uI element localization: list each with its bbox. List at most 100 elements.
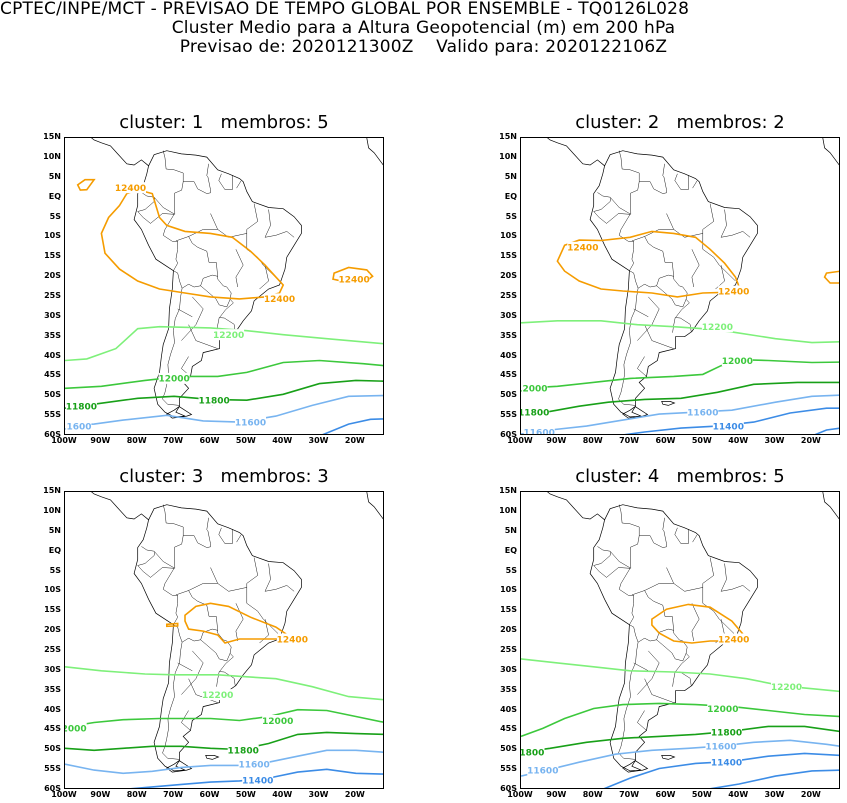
country-border — [637, 710, 647, 731]
coastline — [547, 492, 605, 521]
lat-tick-label: 25S — [500, 644, 517, 654]
contour-label-bg — [711, 726, 742, 738]
country-border — [264, 563, 271, 592]
contour-11600-label: 11600 — [235, 418, 266, 428]
contour-12400-line — [166, 622, 179, 628]
contour-12400-line — [76, 178, 96, 191]
country-border — [637, 356, 647, 377]
country-border — [720, 585, 751, 592]
lat-tick-label: 15N — [43, 132, 61, 141]
lat-tick-label: 60S — [500, 784, 517, 793]
contour-12200-line — [65, 666, 383, 701]
lat-tick-label: EQ — [48, 545, 61, 555]
contour-11600-label: 11600 — [527, 766, 558, 776]
country-border — [177, 308, 193, 317]
lon-tick-label: 50W — [235, 790, 256, 799]
contour-11800-label: 11800 — [711, 729, 742, 739]
country-border — [629, 236, 674, 289]
contour-11400-line — [814, 427, 839, 434]
panel-title: cluster: 4 membros: 5 — [575, 466, 785, 487]
header-line-3: Previsao de: 2020121300Z Valido para: 20… — [179, 37, 668, 57]
country-border — [216, 671, 220, 687]
lon-tick-label: 40W — [728, 790, 749, 799]
contour-12400-label: 12400 — [338, 275, 369, 285]
country-border — [246, 557, 280, 636]
contour-12000-label: 12000 — [707, 705, 738, 715]
lon-tick-label: 60W — [655, 436, 676, 445]
country-border — [173, 236, 218, 289]
lon-tick-label: 20W — [344, 790, 365, 799]
contour-11800-line — [65, 731, 383, 752]
lat-tick-label: 10S — [500, 585, 517, 595]
map-frame: 12400 12400 12200 12000 12000 11800 11600 11600… — [520, 137, 840, 435]
lat-tick-label: 10N — [499, 151, 517, 161]
lat-tick-label: 5N — [504, 171, 517, 181]
country-border — [264, 209, 271, 238]
coastline — [822, 138, 839, 166]
lon-tick-label: 100W — [51, 790, 77, 799]
contour-12000-label: 2000 — [65, 725, 87, 735]
country-border — [181, 296, 204, 341]
contour-12200-line — [65, 325, 383, 362]
country-border — [692, 534, 698, 543]
contour-11400-label: 11400 — [242, 776, 273, 786]
country-border — [702, 557, 736, 636]
contour-label-bg — [242, 774, 274, 786]
contour-label-bg — [521, 746, 545, 758]
lon-tick-label: 90W — [546, 436, 567, 445]
contour-label-bg — [227, 744, 259, 756]
contour-12200-label: 12200 — [213, 331, 244, 341]
coastline — [547, 138, 605, 167]
country-border — [173, 590, 218, 643]
contour-11800-label: 11800 — [198, 397, 229, 407]
lat-tick-label: 15S — [500, 251, 517, 261]
country-border — [141, 504, 184, 569]
lat-tick-label: 15N — [43, 486, 61, 495]
lat-tick-label: 5S — [505, 211, 517, 221]
lat-tick-label: 30S — [500, 664, 517, 674]
country-border — [188, 583, 218, 591]
country-border — [264, 231, 295, 238]
lon-tick-label: 30W — [308, 436, 329, 445]
lon-tick-label: 90W — [546, 790, 567, 799]
country-border — [177, 662, 193, 671]
contour-label-bg — [521, 382, 548, 394]
contour-11400-label: 11400 — [711, 759, 742, 769]
country-border — [200, 630, 232, 662]
lat-tick-label: 50S — [500, 390, 517, 400]
country-border — [593, 211, 634, 271]
lon-tick-label: 60W — [199, 436, 220, 445]
lat-tick-label: EQ — [504, 545, 517, 555]
contour-11600-label: 11600 — [65, 422, 92, 432]
contour-label-bg — [701, 321, 733, 333]
contour-12000-label: 12000 — [722, 357, 753, 367]
lat-tick-label: 45S — [44, 370, 61, 380]
lon-tick-label: 20W — [344, 436, 365, 445]
lat-tick-label: 15S — [44, 605, 61, 615]
country-border — [200, 276, 232, 308]
map-svg: 12400 12200 12000 11800 1800 11600 11400 11600 — [521, 492, 839, 788]
country-border — [656, 276, 688, 308]
country-border — [691, 249, 700, 288]
contour-12400-line — [100, 188, 285, 300]
country-border — [259, 619, 269, 644]
lat-tick-label: 10N — [499, 505, 517, 515]
lon-tick-label: 100W — [51, 436, 77, 445]
contour-label-bg — [115, 182, 146, 194]
lon-tick-label: 100W — [507, 790, 533, 799]
country-border — [259, 265, 269, 290]
lon-tick-label: 100W — [507, 436, 533, 445]
map-svg: 12400 12400 12200 12000 12000 11800 11600 11600… — [521, 138, 839, 434]
lon-tick-label: 50W — [235, 436, 256, 445]
contour-label-bg — [202, 689, 234, 701]
country-border — [666, 567, 703, 592]
coastline — [822, 492, 839, 520]
lat-tick-label: 5N — [48, 525, 61, 535]
lat-tick-label: 15S — [44, 251, 61, 261]
country-border — [183, 517, 211, 548]
country-border — [137, 565, 178, 625]
contour-12000-line — [65, 359, 383, 390]
lon-tick-label: 40W — [728, 436, 749, 445]
contour-11400-line — [322, 418, 383, 434]
coastline — [622, 406, 649, 419]
